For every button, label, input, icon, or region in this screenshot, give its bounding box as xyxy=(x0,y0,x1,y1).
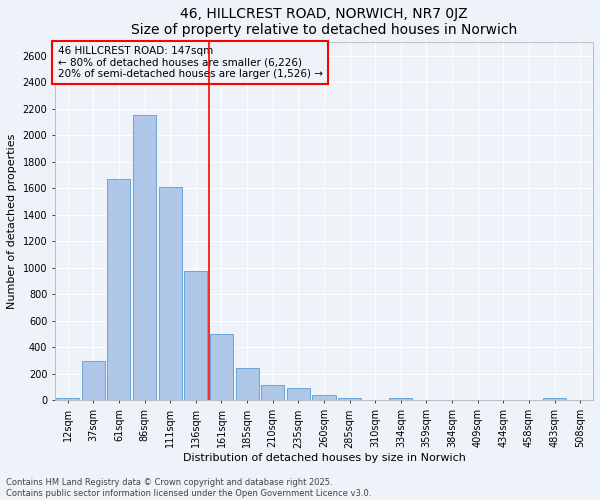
Text: Contains HM Land Registry data © Crown copyright and database right 2025.
Contai: Contains HM Land Registry data © Crown c… xyxy=(6,478,371,498)
Text: 46 HILLCREST ROAD: 147sqm
← 80% of detached houses are smaller (6,226)
20% of se: 46 HILLCREST ROAD: 147sqm ← 80% of detac… xyxy=(58,46,323,80)
Bar xyxy=(184,271,208,400)
Bar xyxy=(133,116,156,401)
Bar xyxy=(236,368,259,400)
Bar xyxy=(389,398,412,400)
Bar xyxy=(56,398,79,400)
Bar xyxy=(287,388,310,400)
Bar xyxy=(261,385,284,400)
Bar xyxy=(543,398,566,400)
Bar xyxy=(158,187,182,400)
Title: 46, HILLCREST ROAD, NORWICH, NR7 0JZ
Size of property relative to detached house: 46, HILLCREST ROAD, NORWICH, NR7 0JZ Siz… xyxy=(131,7,517,37)
Bar xyxy=(82,362,105,401)
Bar xyxy=(313,395,335,400)
Bar xyxy=(338,398,361,400)
Bar xyxy=(210,334,233,400)
Bar xyxy=(107,179,130,400)
Y-axis label: Number of detached properties: Number of detached properties xyxy=(7,134,17,309)
X-axis label: Distribution of detached houses by size in Norwich: Distribution of detached houses by size … xyxy=(182,453,466,463)
